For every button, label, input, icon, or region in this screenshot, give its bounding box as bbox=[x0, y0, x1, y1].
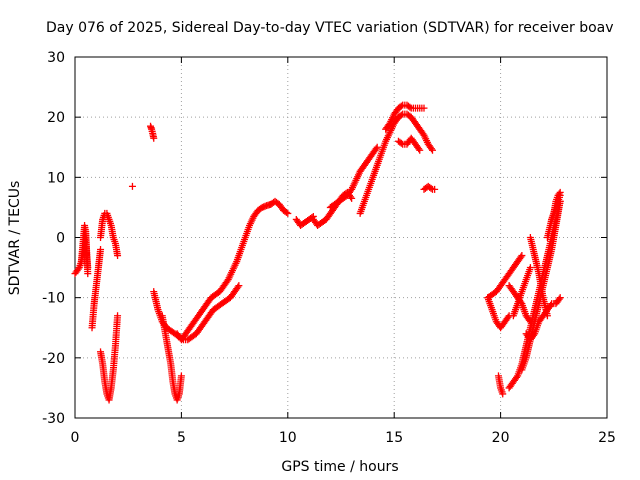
data-point bbox=[397, 139, 405, 147]
data-point bbox=[526, 264, 534, 272]
y-tick-label: 0 bbox=[56, 231, 65, 247]
y-tick-label: 20 bbox=[47, 110, 65, 126]
x-tick-label: 15 bbox=[385, 430, 403, 446]
x-tick-label: 10 bbox=[279, 430, 297, 446]
data-point bbox=[555, 190, 563, 198]
data-point bbox=[504, 313, 512, 321]
y-tick-label: 10 bbox=[47, 170, 65, 186]
x-axis-label: GPS time / hours bbox=[281, 459, 398, 475]
data-point bbox=[518, 252, 526, 260]
y-tick-label: -20 bbox=[42, 351, 65, 367]
y-tick-label: -30 bbox=[42, 411, 65, 427]
data-point bbox=[373, 143, 381, 151]
data-point bbox=[431, 185, 439, 193]
x-tick-label: 0 bbox=[71, 430, 80, 446]
data-point bbox=[348, 194, 356, 202]
data-point bbox=[429, 146, 437, 154]
data-point bbox=[555, 295, 563, 303]
data-point bbox=[415, 145, 423, 153]
data-point bbox=[372, 145, 380, 153]
data-point bbox=[234, 283, 242, 291]
data-point bbox=[282, 208, 290, 216]
data-point bbox=[406, 103, 414, 111]
x-tick-label: 20 bbox=[492, 430, 510, 446]
data-point bbox=[84, 264, 92, 272]
x-tick-label: 5 bbox=[177, 430, 186, 446]
data-point bbox=[114, 252, 122, 260]
data-point bbox=[556, 294, 564, 302]
data-point bbox=[420, 104, 428, 112]
data-points bbox=[71, 101, 564, 404]
data-point bbox=[427, 145, 435, 153]
data-point bbox=[74, 265, 82, 273]
data-point bbox=[84, 270, 92, 278]
data-point bbox=[150, 134, 158, 142]
data-point bbox=[97, 246, 105, 254]
axis-ticks: 0 5 10 15 20 25 -30 -20 -10 0 10 20 30 bbox=[42, 50, 616, 446]
x-tick-label: 25 bbox=[598, 430, 616, 446]
data-point bbox=[547, 301, 555, 309]
y-tick-label: -10 bbox=[42, 291, 65, 307]
data-point bbox=[128, 182, 136, 190]
data-point bbox=[513, 373, 521, 381]
data-point bbox=[397, 111, 405, 119]
data-point bbox=[499, 390, 507, 398]
chart-title: Day 076 of 2025, Sidereal Day-to-day VTE… bbox=[46, 20, 614, 36]
data-point bbox=[235, 282, 243, 290]
data-point bbox=[427, 184, 435, 192]
data-point bbox=[517, 253, 525, 261]
data-point bbox=[416, 146, 424, 154]
data-point bbox=[114, 312, 122, 320]
data-point bbox=[397, 102, 405, 110]
data-point bbox=[284, 209, 292, 217]
y-tick-label: 30 bbox=[47, 50, 65, 66]
data-point bbox=[530, 331, 538, 339]
y-axis-label: SDTVAR / TECUs bbox=[7, 181, 23, 296]
data-point bbox=[177, 372, 185, 380]
data-point bbox=[556, 188, 564, 196]
